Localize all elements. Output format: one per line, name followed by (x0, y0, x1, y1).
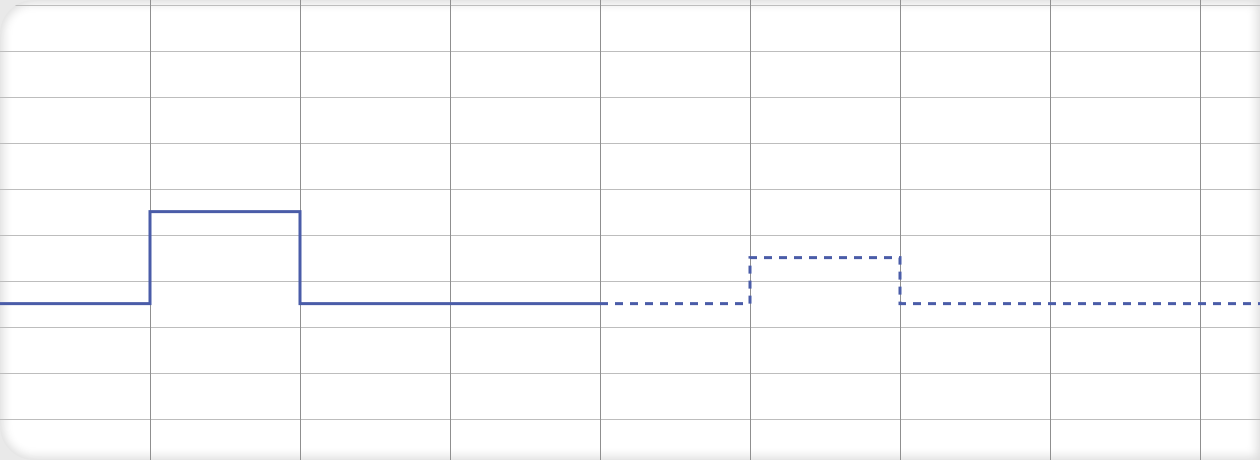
series-layer (0, 210, 1260, 306)
vertical-gridlines (150, 0, 1201, 460)
series-line-dashed (600, 256, 1260, 306)
series-line-solid (0, 210, 600, 306)
